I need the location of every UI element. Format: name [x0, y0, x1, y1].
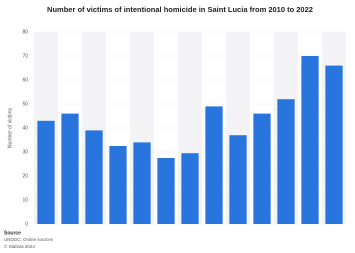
y-tick-label: 30: [22, 149, 28, 155]
bar: [229, 135, 247, 224]
y-tick-label: 0: [25, 221, 28, 227]
source-title: Source: [4, 230, 21, 236]
bar: [205, 106, 223, 224]
y-tick-label: 60: [22, 77, 28, 83]
bar: [37, 120, 55, 224]
bar: [181, 153, 199, 224]
bar: [133, 142, 151, 224]
copyright: © Statista 2024: [4, 243, 35, 249]
y-tick-label: 50: [22, 101, 28, 107]
bar: [61, 113, 79, 224]
bar: [157, 158, 175, 224]
chart-title: Number of victims of intentional homicid…: [47, 5, 313, 14]
bar: [85, 130, 103, 224]
y-tick-label: 20: [22, 173, 28, 179]
y-tick-label: 40: [22, 125, 28, 131]
bar: [253, 113, 271, 224]
bar: [325, 65, 343, 224]
y-tick-label: 10: [22, 197, 28, 203]
y-tick-label: 70: [22, 53, 28, 59]
bar: [301, 56, 319, 224]
bar: [277, 99, 295, 224]
bar: [109, 146, 127, 224]
source: UNODC; Online sources: [4, 237, 54, 242]
y-tick-label: 80: [22, 29, 28, 35]
y-axis-label: Number of victims: [7, 108, 13, 149]
